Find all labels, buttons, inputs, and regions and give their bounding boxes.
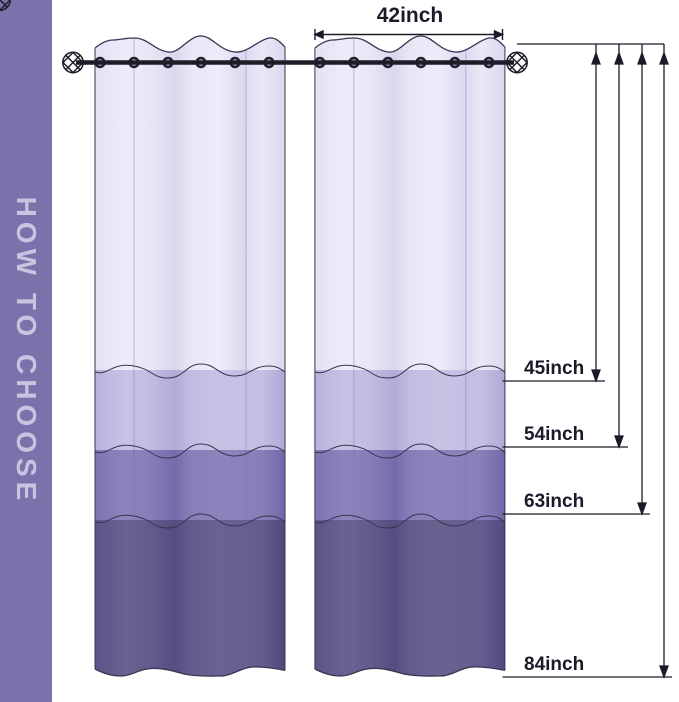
svg-text:42inch: 42inch <box>377 4 444 27</box>
svg-text:63inch: 63inch <box>524 491 584 512</box>
svg-text:45inch: 45inch <box>524 358 584 379</box>
svg-text:54inch: 54inch <box>524 424 584 445</box>
svg-text:84inch: 84inch <box>524 654 584 675</box>
